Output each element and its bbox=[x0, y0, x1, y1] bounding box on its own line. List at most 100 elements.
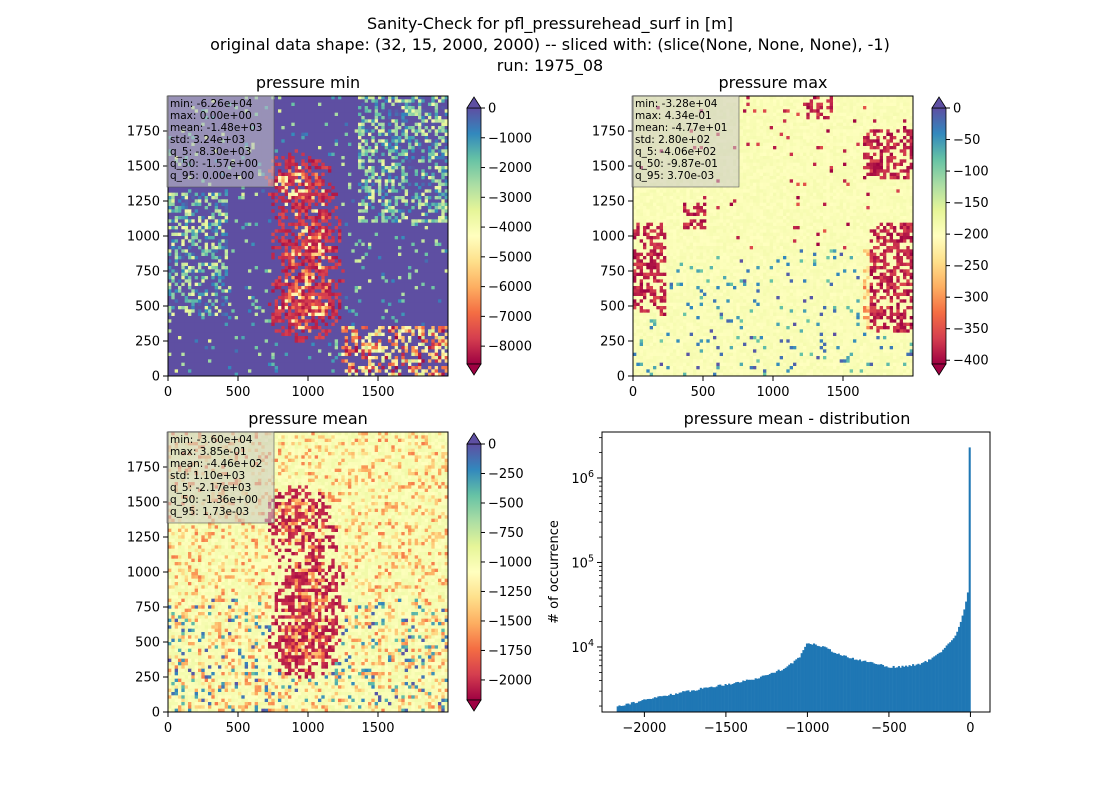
heatmap-cell bbox=[248, 206, 252, 210]
heatmap-cell bbox=[418, 136, 422, 140]
heatmap-cell bbox=[408, 212, 412, 217]
heatmap-cell bbox=[314, 212, 319, 217]
heatmap-cell bbox=[438, 266, 442, 270]
heatmap-cell bbox=[294, 259, 299, 264]
heatmap-cell bbox=[284, 166, 289, 170]
heatmap-cell bbox=[211, 269, 216, 274]
heatmap-cell bbox=[394, 209, 399, 214]
heatmap-cell bbox=[438, 192, 442, 197]
heatmap-cell bbox=[261, 216, 266, 220]
heatmap-cell bbox=[348, 259, 352, 264]
heatmap-cell bbox=[398, 152, 402, 157]
heatmap-cell bbox=[274, 179, 279, 184]
heatmap-cell bbox=[194, 252, 199, 257]
heatmap-cell bbox=[228, 186, 232, 190]
heatmap-cell bbox=[391, 282, 396, 287]
heatmap-cell bbox=[181, 292, 186, 297]
heatmap-cell bbox=[308, 159, 312, 164]
heatmap-cell bbox=[334, 289, 339, 294]
heatmap-cell bbox=[204, 232, 209, 237]
heatmap-cell bbox=[274, 122, 279, 127]
heatmap-cell bbox=[278, 226, 282, 230]
heatmap-cell bbox=[364, 252, 369, 257]
heatmap-cell bbox=[378, 199, 382, 204]
heatmap-cell bbox=[411, 166, 416, 170]
heatmap-cell bbox=[318, 249, 322, 254]
heatmap-cell bbox=[231, 266, 236, 270]
heatmap-cell bbox=[334, 146, 339, 150]
heatmap-cell bbox=[281, 279, 286, 284]
heatmap-cell bbox=[214, 236, 219, 240]
heatmap-cell bbox=[228, 222, 232, 227]
heatmap-cell bbox=[418, 119, 422, 124]
heatmap-cell bbox=[371, 166, 376, 170]
heatmap-cell bbox=[191, 226, 196, 230]
heatmap-cell bbox=[284, 109, 289, 114]
heatmap-cell bbox=[414, 212, 419, 217]
heatmap-cell bbox=[254, 256, 259, 260]
heatmap-cell bbox=[434, 199, 439, 204]
heatmap-cell bbox=[291, 139, 296, 144]
heatmap-cell bbox=[208, 202, 212, 207]
heatmap-cell bbox=[334, 136, 339, 140]
heatmap-cell bbox=[301, 222, 306, 227]
heatmap-cell bbox=[328, 172, 332, 177]
heatmap-cell bbox=[248, 222, 252, 227]
heatmap-cell bbox=[284, 239, 289, 244]
heatmap-cell bbox=[284, 242, 289, 247]
heatmap-cell bbox=[298, 226, 302, 230]
heatmap-cell bbox=[254, 219, 259, 224]
heatmap-cell bbox=[264, 286, 269, 290]
heatmap-cell bbox=[214, 216, 219, 220]
heatmap-cell bbox=[204, 189, 209, 194]
heatmap-cell bbox=[318, 186, 322, 190]
heatmap-cell bbox=[314, 232, 319, 237]
heatmap-cell bbox=[304, 222, 309, 227]
heatmap-cell bbox=[411, 289, 416, 294]
heatmap-cell bbox=[281, 196, 286, 200]
heatmap-cell bbox=[324, 222, 329, 227]
heatmap-cell bbox=[358, 272, 362, 277]
heatmap-cell bbox=[288, 239, 292, 244]
heatmap-cell bbox=[388, 252, 392, 257]
heatmap-cell bbox=[328, 136, 332, 140]
heatmap-cell bbox=[284, 246, 289, 250]
heatmap-cell bbox=[441, 252, 446, 257]
heatmap-cell bbox=[378, 229, 382, 234]
heatmap-cell bbox=[308, 182, 312, 187]
heatmap-cell bbox=[271, 282, 276, 287]
heatmap-cell bbox=[424, 199, 429, 204]
heatmap-cell bbox=[258, 206, 262, 210]
heatmap-cell bbox=[378, 259, 382, 264]
heatmap-cell bbox=[198, 216, 202, 220]
heatmap-cell bbox=[374, 196, 379, 200]
heatmap-cell bbox=[288, 292, 292, 297]
heatmap-cell bbox=[338, 166, 342, 170]
heatmap-cell bbox=[398, 122, 402, 127]
heatmap-cell bbox=[358, 219, 362, 224]
heatmap-cell bbox=[354, 226, 359, 230]
heatmap-cell bbox=[278, 286, 282, 290]
heatmap-cell bbox=[194, 209, 199, 214]
heatmap-cell bbox=[361, 276, 366, 280]
heatmap-cell bbox=[194, 229, 199, 234]
heatmap-cell bbox=[391, 229, 396, 234]
heatmap-cell bbox=[374, 236, 379, 240]
heatmap-cell bbox=[374, 149, 379, 154]
heatmap-cell bbox=[341, 266, 346, 270]
heatmap-cell bbox=[344, 216, 349, 220]
heatmap-cell bbox=[424, 159, 429, 164]
heatmap-cell bbox=[434, 139, 439, 144]
heatmap-cell bbox=[444, 156, 448, 160]
heatmap-cell bbox=[238, 232, 242, 237]
heatmap-cell bbox=[214, 199, 219, 204]
heatmap-cell bbox=[398, 286, 402, 290]
heatmap-cell bbox=[404, 192, 409, 197]
heatmap-cell bbox=[328, 212, 332, 217]
heatmap-cell bbox=[358, 159, 362, 164]
heatmap-cell bbox=[441, 269, 446, 274]
heatmap-cell bbox=[204, 249, 209, 254]
heatmap-cell bbox=[374, 146, 379, 150]
heatmap-cell bbox=[398, 242, 402, 247]
heatmap-cell bbox=[308, 102, 312, 107]
